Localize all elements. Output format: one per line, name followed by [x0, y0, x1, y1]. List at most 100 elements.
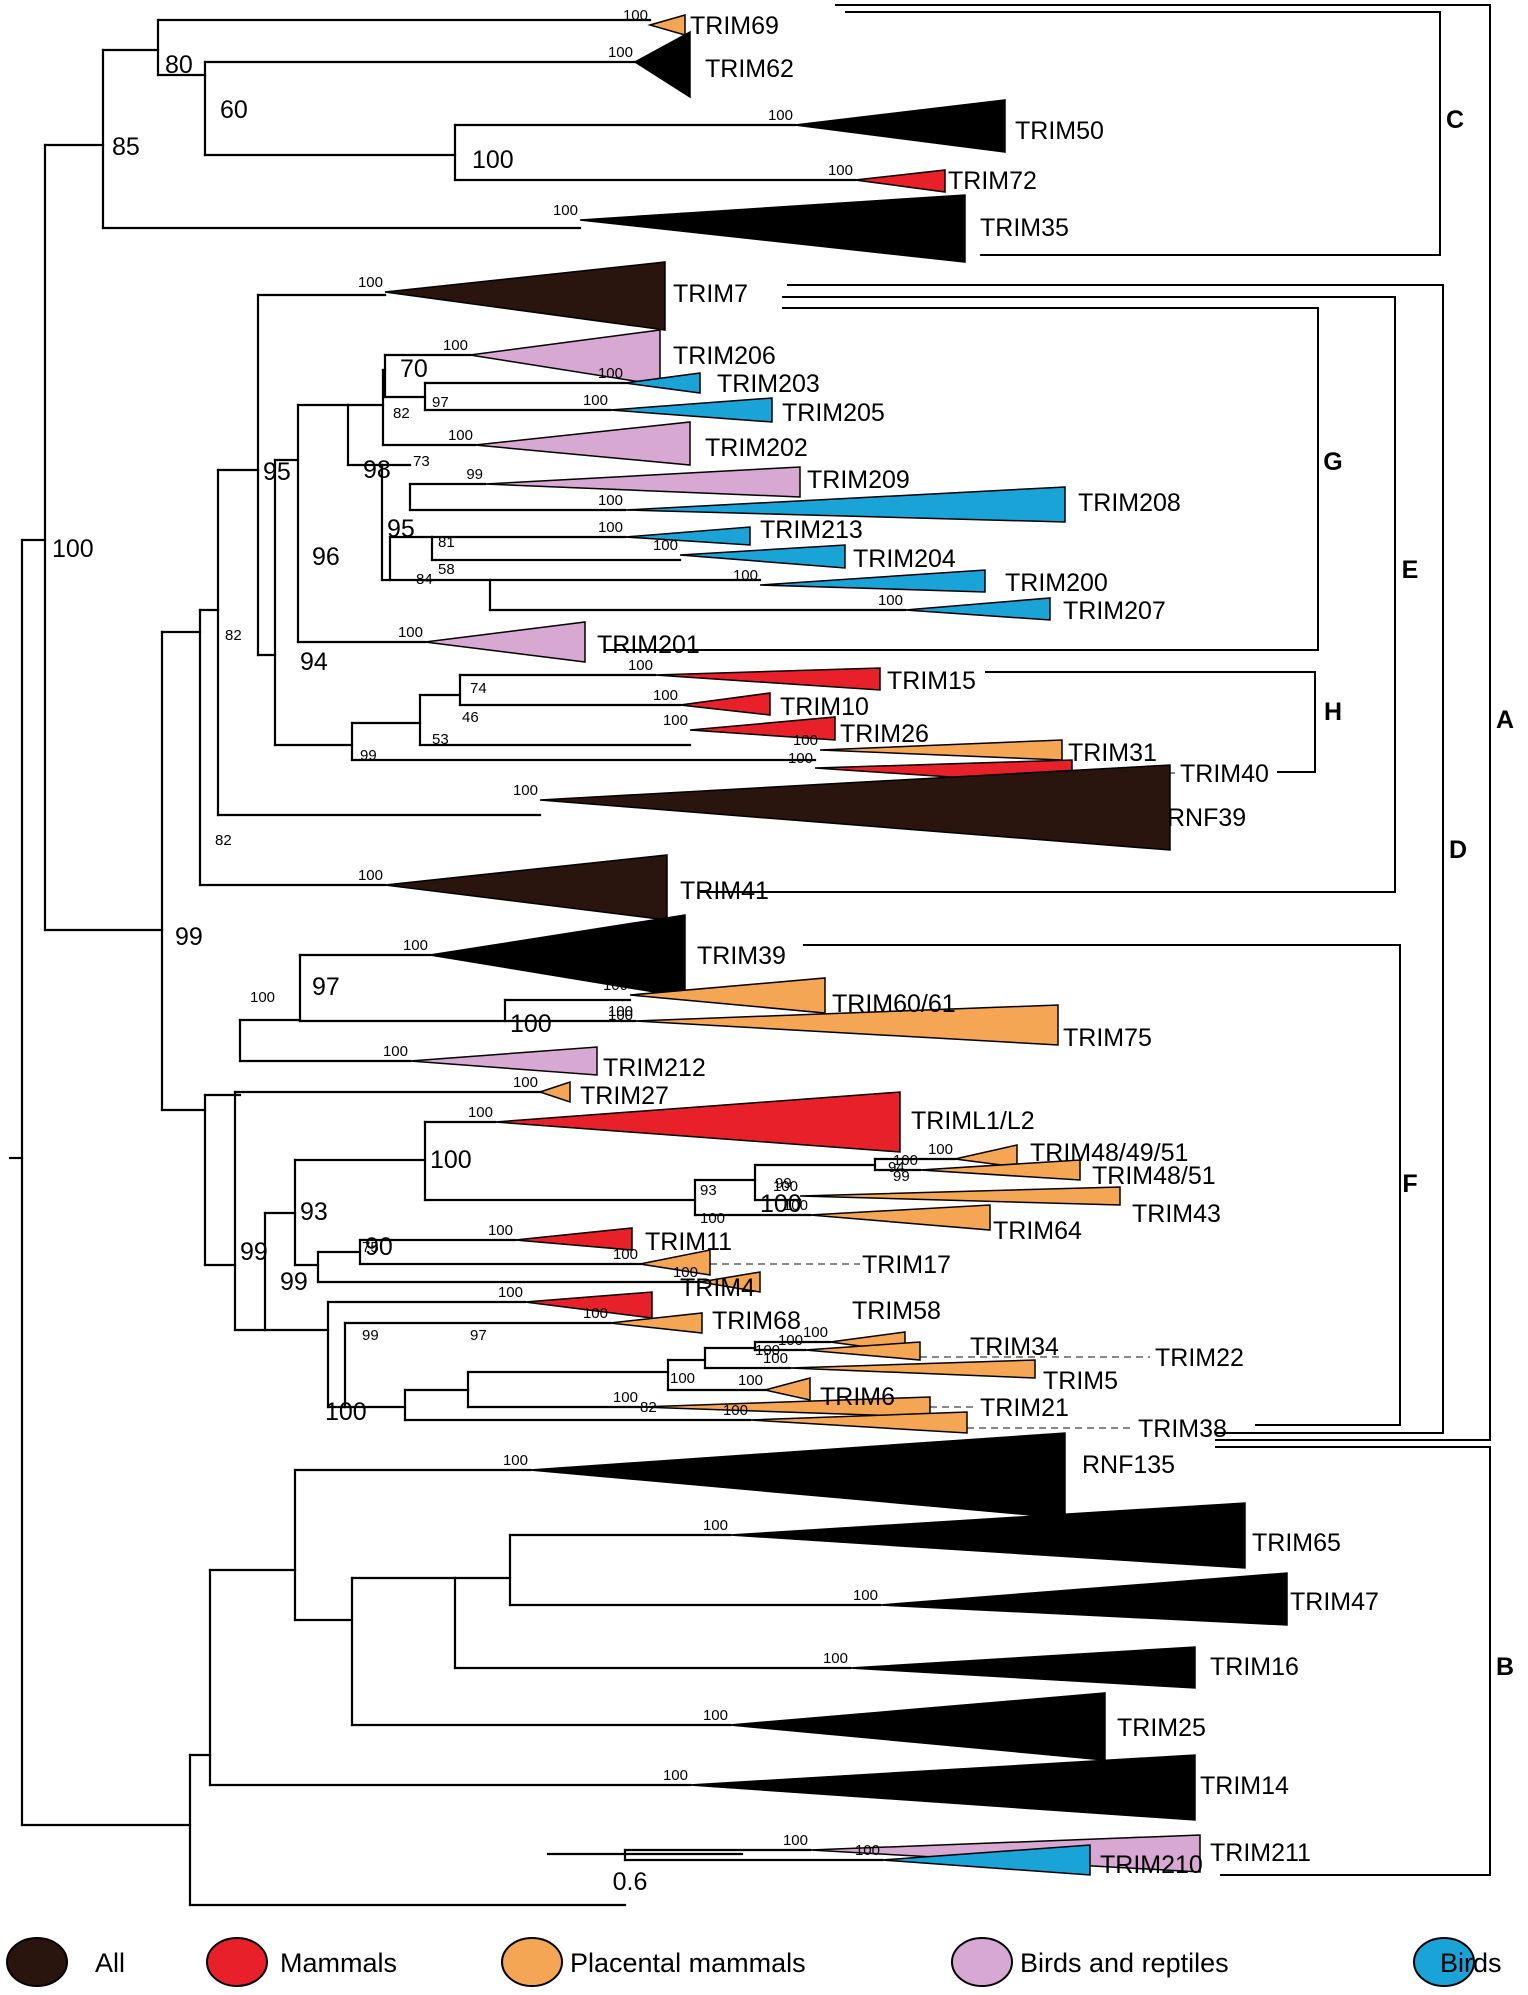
collapsed-clade-trim43 [799, 1186, 1121, 1206]
collapsed-clade-trim207 [904, 597, 1051, 621]
tip-label-trim205: TRIM205 [782, 399, 885, 427]
node-bootstrap: 97 [470, 1327, 487, 1344]
tip-bootstrap: 100 [828, 162, 853, 179]
tip-label-trim58: TRIM58 [852, 1297, 941, 1325]
collapsed-clade-trim62 [633, 30, 691, 99]
node-bootstrap: 97 [312, 973, 340, 1001]
tip-bootstrap: 100 [773, 1178, 798, 1195]
collapsed-clade-trim60-61 [629, 977, 826, 1014]
tip-bootstrap: 100 [358, 274, 383, 291]
node-bootstrap: 100 [325, 1398, 367, 1426]
collapsed-clade-rnf39 [539, 764, 1171, 851]
collapsed-clade-trim11 [514, 1227, 633, 1251]
node-bootstrap: 100 [755, 1342, 780, 1359]
bootstrap-values: 1001001001001001001001001001009910010010… [52, 7, 953, 1859]
collapsed-clade-trim6 [764, 1377, 811, 1401]
tip-label-trim64: TRIM64 [993, 1217, 1082, 1245]
tip-bootstrap: 100 [608, 44, 633, 61]
legend-swatch-birds-and-reptiles [951, 1937, 1013, 1987]
node-bootstrap: 99 [362, 1327, 379, 1344]
tip-bootstrap: 100 [553, 202, 578, 219]
node-bootstrap: 99 [240, 1238, 268, 1266]
tip-label-trim72: TRIM72 [948, 167, 1037, 195]
tip-label-trim207: TRIM207 [1063, 597, 1166, 625]
tip-bootstrap: 100 [723, 1402, 748, 1419]
node-bootstrap: 100 [510, 1010, 552, 1038]
tip-bootstrap: 100 [788, 750, 813, 767]
collapsed-clade-triml1-l2 [494, 1091, 901, 1153]
tree-branches [8, 18, 957, 1907]
node-bootstrap: 100 [608, 1007, 633, 1024]
legend-swatch-mammals [206, 1937, 268, 1987]
tip-label-trim69: TRIM69 [690, 12, 779, 40]
collapsed-clade-trim47 [879, 1572, 1288, 1626]
node-bootstrap: 94 [300, 648, 328, 676]
tip-label-trim65: TRIM65 [1252, 1529, 1341, 1557]
tip-label-trim21: TRIM21 [980, 1394, 1069, 1422]
collapsed-clades [384, 14, 1288, 1876]
collapsed-clade-trim48-49-51 [954, 1144, 1018, 1168]
collapsed-clade-trim10 [679, 692, 771, 716]
collapsed-clade-trim212 [409, 1046, 598, 1076]
tip-label-trim40: TRIM40 [1180, 760, 1269, 788]
tip-label-trim6: TRIM6 [820, 1383, 895, 1411]
tip-label-trim75: TRIM75 [1063, 1024, 1152, 1052]
collapsed-clade-trim208 [624, 486, 1066, 523]
clade-bracket-a [835, 4, 1491, 1441]
clade-label-b: B [1496, 1653, 1514, 1681]
tip-bootstrap: 100 [488, 1222, 513, 1239]
node-bootstrap: 97 [432, 394, 449, 411]
collapsed-clade-trim64 [809, 1204, 991, 1231]
tip-label-trim48-51: TRIM48/51 [1092, 1162, 1216, 1190]
node-bootstrap: 73 [413, 453, 430, 470]
collapsed-clade-trim25 [729, 1692, 1106, 1761]
tip-bootstrap: 100 [513, 1074, 538, 1091]
clade-label-c: C [1446, 106, 1464, 134]
node-bootstrap: 100 [430, 1146, 472, 1174]
clade-bracket-g [605, 307, 1319, 651]
collapsed-clade-trim35 [579, 194, 966, 263]
node-bootstrap: 58 [438, 561, 455, 578]
tip-label-trim60-61: TRIM60/61 [832, 990, 956, 1018]
clade-bracket-h [985, 671, 1316, 773]
node-bootstrap: 85 [112, 133, 140, 161]
tip-bootstrap: 99 [466, 466, 483, 483]
clade-brackets [605, 4, 1491, 1876]
node-bootstrap: 99 [893, 1168, 910, 1185]
tip-label-trim39: TRIM39 [697, 942, 786, 970]
tip-label-trim47: TRIM47 [1290, 1588, 1379, 1616]
tip-bootstrap: 100 [503, 1452, 528, 1469]
node-bootstrap: 100 [700, 1210, 725, 1227]
node-bootstrap: 94 [888, 1159, 905, 1176]
clade-label-f: F [1402, 1170, 1417, 1198]
tip-label-trim34: TRIM34 [970, 1333, 1059, 1361]
tip-bootstrap: 100 [613, 1246, 638, 1263]
tip-label-rnf39: RNF39 [1167, 804, 1246, 832]
collapsed-clade-trim39 [429, 914, 686, 998]
node-bootstrap: 82 [225, 627, 242, 644]
tip-label-trim201: TRIM201 [597, 631, 700, 659]
tip-label-trim213: TRIM213 [760, 516, 863, 544]
tip-label-trim43: TRIM43 [1132, 1200, 1221, 1228]
collapsed-clade-trim58 [524, 1291, 653, 1319]
node-bootstrap: 99 [175, 923, 203, 951]
tip-bootstrap: 100 [598, 519, 623, 536]
collapsed-clade-trim202 [474, 421, 691, 466]
tip-bootstrap: 100 [733, 567, 758, 584]
tip-label-trim25: TRIM25 [1117, 1714, 1206, 1742]
node-bootstrap: 53 [432, 731, 449, 748]
collapsed-clade-trim21 [639, 1396, 931, 1418]
collapsed-clade-trim205 [609, 397, 773, 423]
collapsed-clade-rnf135 [529, 1432, 1066, 1519]
tip-bootstrap: 100 [383, 1043, 408, 1060]
clade-label-d: D [1449, 836, 1467, 864]
clade-bracket-b [1215, 1446, 1491, 1876]
node-bootstrap: 80 [165, 51, 193, 79]
node-bootstrap: 60 [220, 96, 248, 124]
node-bootstrap: 99 [775, 1175, 792, 1192]
tip-label-trim4: TRIM4 [680, 1274, 755, 1302]
collapsed-clade-trim5 [789, 1359, 1036, 1379]
collapsed-clade-trim7 [384, 261, 666, 331]
tip-label-trim22: TRIM22 [1155, 1344, 1244, 1372]
collapsed-clade-trim213 [624, 526, 751, 546]
